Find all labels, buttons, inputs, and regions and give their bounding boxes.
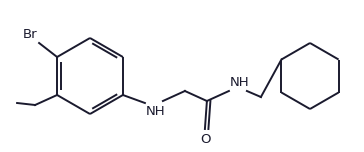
Text: NH: NH: [146, 105, 166, 118]
Text: Br: Br: [23, 28, 37, 41]
Text: O: O: [201, 133, 211, 146]
Text: NH: NH: [230, 76, 250, 89]
